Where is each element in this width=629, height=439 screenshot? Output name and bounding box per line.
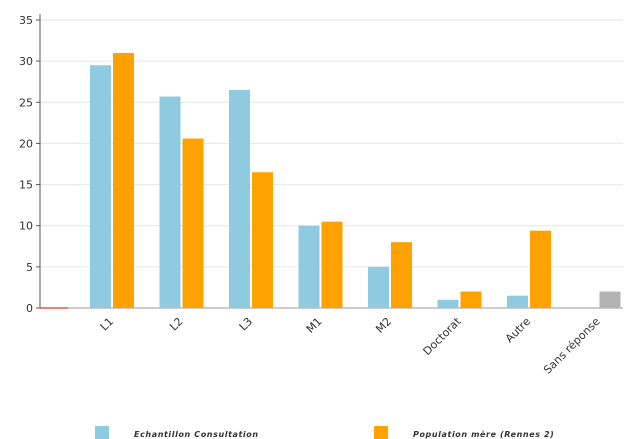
bar-sans-reponse: [599, 291, 621, 308]
x-category-label: Sans réponse: [541, 315, 603, 377]
bars: [90, 52, 621, 308]
bar-echantillon: [298, 225, 320, 308]
x-category-label: M2: [373, 315, 394, 336]
bar-echantillon: [90, 65, 111, 308]
bar-population: [113, 52, 134, 308]
x-category-label: L3: [237, 315, 255, 333]
bar-echantillon: [368, 266, 389, 308]
y-tick-label: 10: [19, 220, 33, 233]
legend-label: Echantillon Consultation: [134, 430, 259, 439]
y-tick-label: 35: [19, 14, 33, 27]
grid-lines: [40, 19, 623, 268]
bar-population: [252, 172, 273, 308]
x-category-label: L2: [167, 315, 185, 333]
x-category-label: Autre: [503, 315, 533, 345]
bar-population: [460, 291, 482, 308]
y-tick-label: 30: [19, 55, 33, 68]
x-category-label: Doctorat: [421, 314, 465, 358]
bar-population: [391, 242, 412, 308]
bar-echantillon: [159, 96, 181, 308]
bar-population: [321, 221, 343, 308]
legend-label: Population mère (Rennes 2): [413, 429, 554, 439]
bar-population: [530, 230, 551, 308]
legend-swatch: [374, 426, 388, 439]
bar-echantillon: [507, 295, 528, 308]
y-tick-label: 25: [19, 96, 33, 109]
x-category-label: L1: [98, 315, 116, 333]
legend-swatch: [95, 426, 109, 439]
y-tick-label: 0: [26, 302, 33, 315]
bar-population: [182, 138, 204, 308]
bar-echantillon: [437, 299, 459, 308]
y-tick-label: 5: [26, 261, 33, 274]
y-tick-label: 15: [19, 179, 33, 192]
x-category-label: M1: [304, 315, 325, 336]
y-tick-label: 20: [19, 137, 33, 150]
bar-echantillon: [229, 89, 250, 308]
legend: Echantillon Consultation Population mère …: [95, 426, 554, 439]
